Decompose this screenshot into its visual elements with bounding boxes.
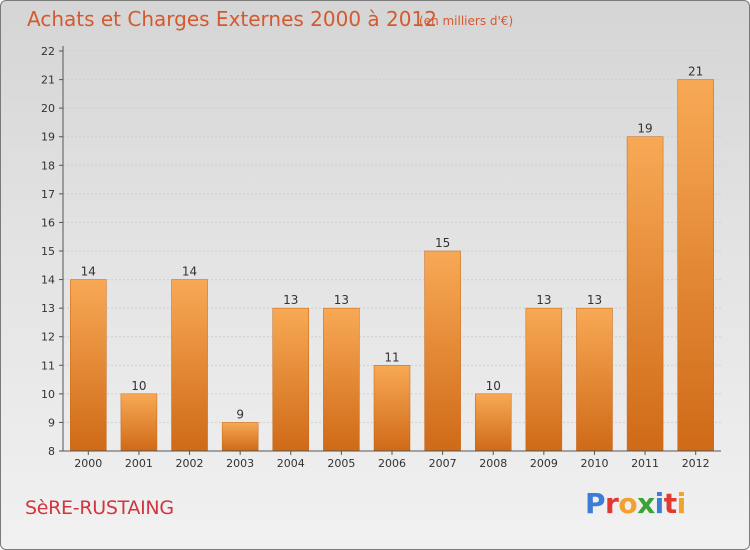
value-label-2009: 13 [536,293,551,307]
x-tick-label: 2008 [479,457,507,470]
y-tick-label: 12 [41,331,55,344]
y-tick-label: 18 [41,159,55,172]
value-label-2006: 11 [384,350,399,364]
value-label-2010: 13 [587,293,602,307]
bar-2009 [525,307,563,452]
y-tick-label: 14 [41,274,55,287]
bar-2004 [272,307,310,452]
y-tick-label: 11 [41,359,55,372]
value-label-2012: 21 [688,65,703,79]
bar-2002 [171,279,208,452]
x-tick-label: 2000 [74,457,102,470]
y-tick-label: 17 [41,188,55,201]
x-tick-label: 2011 [631,457,659,470]
y-tick-label: 20 [41,102,55,115]
proxiti-logo: Proxiti [585,487,686,520]
value-label-2005: 13 [334,293,349,307]
x-tick-label: 2005 [327,457,355,470]
bar-2008 [474,393,512,452]
y-tick-label: 21 [41,74,55,87]
bar-2007 [424,250,461,452]
town-name: SèRE-RUSTAING [25,497,174,519]
value-label-2000: 14 [81,265,96,279]
x-tick-label: 2012 [682,457,710,470]
y-tick-label: 19 [41,131,55,144]
x-tick-label: 2001 [125,457,153,470]
bar-2006 [373,365,411,452]
value-label-2008: 10 [486,379,501,393]
bar-2010 [576,307,613,452]
x-tick-label: 2002 [176,457,204,470]
x-tick-label: 2009 [530,457,558,470]
x-tick-label: 2010 [580,457,608,470]
bar-2005 [323,307,360,452]
chart-title: Achats et Charges Externes 2000 à 2012 [27,7,437,31]
y-tick-label: 13 [41,302,55,315]
y-tick-label: 15 [41,245,55,258]
bar-2011 [626,136,664,452]
value-label-2004: 13 [283,293,298,307]
x-tick-label: 2006 [378,457,406,470]
value-label-2011: 19 [637,122,652,136]
y-tick-label: 10 [41,388,55,401]
y-tick-label: 22 [41,45,55,58]
bar-2003 [221,422,259,452]
x-tick-label: 2007 [429,457,457,470]
y-tick-label: 9 [48,416,55,429]
value-label-2001: 10 [131,379,146,393]
bar-2001 [120,393,158,452]
x-tick-label: 2003 [226,457,254,470]
x-tick-label: 2004 [277,457,305,470]
y-tick-label: 16 [41,216,55,229]
bar-2000 [70,279,107,452]
value-label-2002: 14 [182,265,197,279]
y-tick-label: 8 [48,445,55,458]
value-label-2003: 9 [236,407,244,421]
bar-2012 [677,79,714,452]
value-label-2007: 15 [435,236,450,250]
chart-subtitle: (en milliers d'€) [419,14,514,28]
